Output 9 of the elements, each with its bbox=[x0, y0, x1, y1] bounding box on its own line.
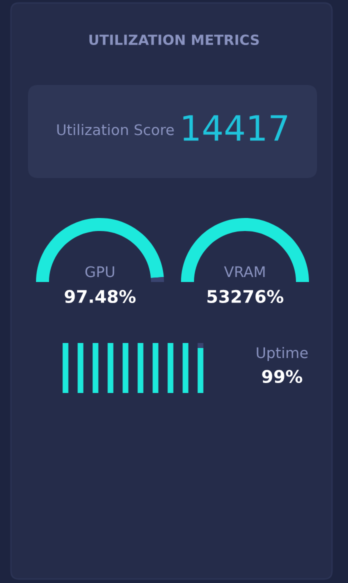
text: UTILIZATION METRICS bbox=[89, 34, 259, 46]
text: 97.48% bbox=[64, 290, 136, 304]
text: Uptime bbox=[256, 346, 308, 362]
text: VRAM bbox=[224, 266, 265, 278]
text: GPU bbox=[85, 266, 114, 278]
text: 53276% bbox=[207, 290, 284, 304]
text: 14417 bbox=[183, 115, 288, 141]
text: 99% bbox=[262, 370, 302, 384]
text: Utilization Score bbox=[57, 124, 174, 136]
